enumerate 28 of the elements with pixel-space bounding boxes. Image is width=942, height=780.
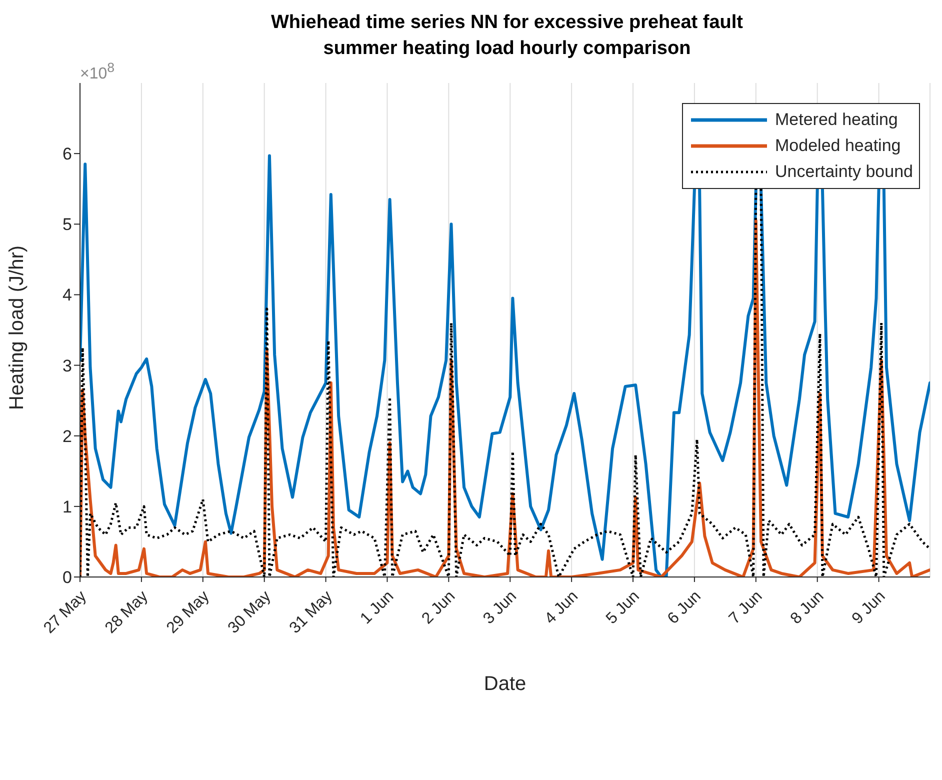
- y-tick-label: 5: [62, 215, 72, 234]
- y-tick-label: 4: [62, 286, 72, 305]
- x-tick-label: 9 Jun: [848, 588, 889, 628]
- x-tick-label: 31 May: [286, 588, 336, 637]
- x-tick-label: 8 Jun: [788, 588, 828, 628]
- x-tick-label: 7 Jun: [726, 588, 766, 628]
- x-tick-label: 2 Jun: [418, 588, 459, 628]
- x-tick-label: 1 Jun: [357, 588, 398, 628]
- y-tick-label: 3: [62, 356, 72, 376]
- x-tick-label: 30 May: [225, 588, 274, 637]
- y-tick-label: 1: [62, 497, 72, 516]
- y-tick-label: 0: [62, 568, 72, 588]
- x-tick-label: 27 May: [40, 588, 90, 637]
- x-tick-label: 4 Jun: [542, 588, 582, 628]
- text: ×10$^{8}$: [80, 60, 115, 84]
- legend-label: Uncertainty bound: [775, 162, 913, 182]
- y-tick-label: 6: [62, 144, 72, 164]
- chart-title: Whiehead time series NN for excessive preheat fault summer heating load hourly comparison: [270, 11, 744, 59]
- x-axis-title: Date: [484, 673, 526, 695]
- x-tick-label: 29 May: [164, 588, 213, 637]
- y-axis-title: Heating load (J/hr): [6, 245, 28, 410]
- x-tick-label: 3 Jun: [480, 588, 520, 628]
- legend-label: Modeled heating: [775, 136, 901, 156]
- x-tick-label: 5 Jun: [603, 588, 643, 628]
- legend-label: Metered heating: [775, 110, 898, 130]
- x-tick-label: 28 May: [102, 588, 152, 637]
- x-tick-label: 6 Jun: [664, 588, 704, 628]
- y-tick-label: 2: [62, 426, 72, 446]
